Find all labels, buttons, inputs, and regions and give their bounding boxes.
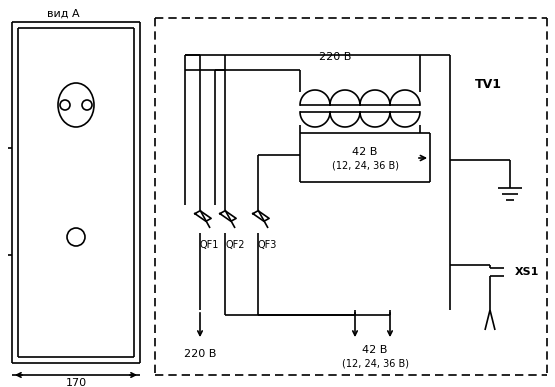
Text: вид А: вид А: [47, 9, 79, 19]
Text: TV1: TV1: [475, 79, 502, 91]
Text: (12, 24, 36 В): (12, 24, 36 В): [341, 358, 408, 368]
Text: (12, 24, 36 В): (12, 24, 36 В): [331, 161, 398, 171]
Text: 42 В: 42 В: [352, 147, 378, 157]
Ellipse shape: [58, 83, 94, 127]
Circle shape: [67, 228, 85, 246]
Circle shape: [60, 100, 70, 110]
Circle shape: [82, 100, 92, 110]
Text: QF1: QF1: [200, 240, 219, 250]
Text: QF3: QF3: [258, 240, 278, 250]
Text: 220 В: 220 В: [319, 52, 351, 62]
Text: XS1: XS1: [515, 267, 539, 277]
Text: 170: 170: [65, 378, 87, 387]
Text: 220 В: 220 В: [184, 349, 216, 359]
Text: 42 В: 42 В: [362, 345, 388, 355]
Text: QF2: QF2: [225, 240, 245, 250]
